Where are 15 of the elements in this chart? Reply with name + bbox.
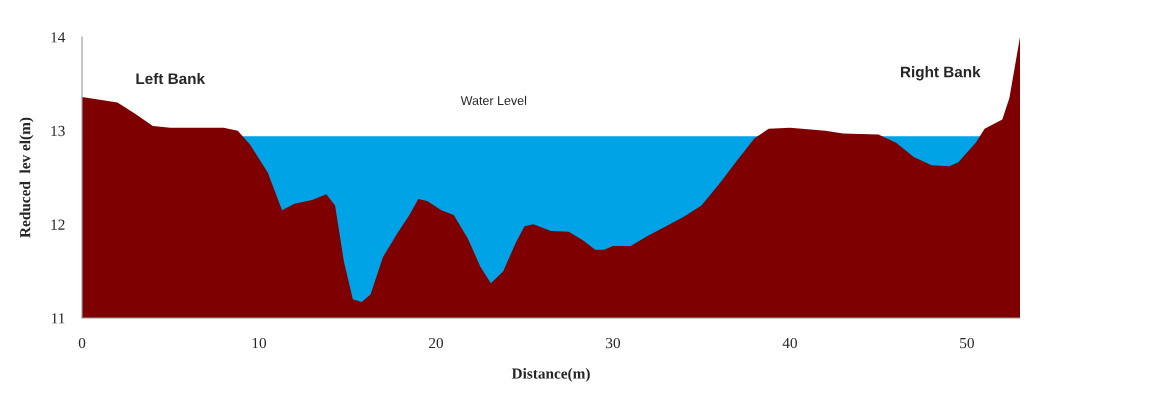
x-axis-title: Distance(m) [511, 367, 590, 382]
x-tick-label: 10 [252, 337, 267, 349]
y-tick-label: 14 [51, 32, 66, 43]
x-tick-label: 40 [782, 337, 797, 349]
y-tick-label: 13 [51, 125, 65, 137]
annotation: Left Bank [136, 72, 206, 85]
annotation: Water Level [460, 95, 527, 105]
y-tick-label: 12 [51, 219, 65, 230]
y-tick-label: 11 [52, 313, 65, 324]
annotation: Right Bank [900, 66, 981, 81]
x-tick-label: 0 [78, 337, 86, 349]
x-tick-label: 30 [606, 337, 621, 349]
x-tick-label: 20 [429, 337, 444, 349]
y-axis-title: Reduced lev el(m) [19, 117, 34, 238]
x-tick-label: 50 [960, 337, 974, 349]
